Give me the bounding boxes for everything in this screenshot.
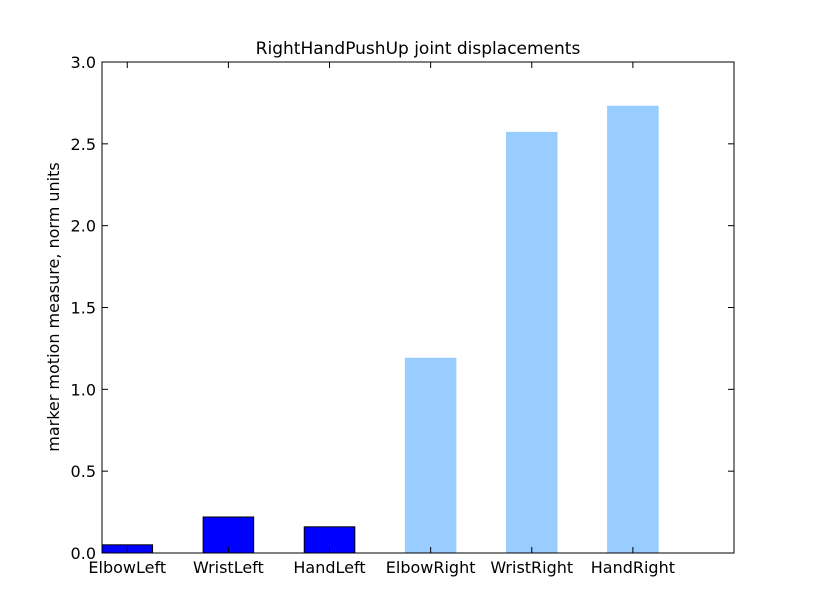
x-tick-label-wristright: WristRight: [490, 558, 573, 577]
y-tick-label: 3.0: [71, 53, 96, 72]
x-tick-label-elbowleft: ElbowLeft: [88, 558, 166, 577]
x-tick-label-wristleft: WristLeft: [193, 558, 264, 577]
y-tick-label: 0.0: [71, 544, 96, 563]
bars-group: [101, 105, 659, 554]
bar-handright: [607, 105, 659, 554]
bar-wristright: [505, 131, 558, 554]
y-tick-label: 0.5: [71, 462, 96, 481]
x-tick-label-handright: HandRight: [591, 558, 675, 577]
plot-area-frame: [101, 61, 735, 554]
bar-elbowright: [404, 357, 457, 554]
x-tick-label-elbowright: ElbowRight: [386, 558, 476, 577]
x-tick-label-handleft: HandLeft: [293, 558, 365, 577]
y-tick-label: 2.0: [71, 217, 96, 236]
x-axis-ticks: ElbowLeft WristLeft HandLeft ElbowRight Wris…: [88, 62, 675, 577]
y-tick-label: 1.0: [71, 380, 96, 399]
y-axis-label: marker motion measure, norm units: [44, 162, 63, 451]
bar-wristleft: [202, 516, 255, 554]
y-tick-label: 2.5: [71, 135, 96, 154]
y-tick-label: 1.5: [71, 299, 96, 318]
chart-title: RightHandPushUp joint displacements: [256, 39, 581, 59]
